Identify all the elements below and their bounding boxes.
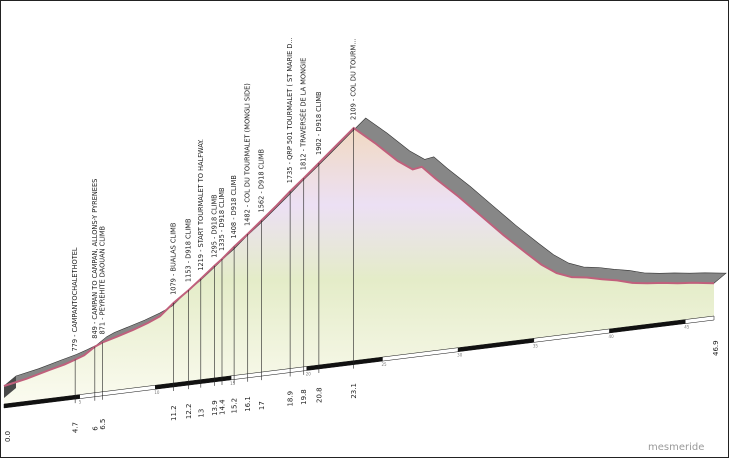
end-distance: 46.9 — [712, 340, 720, 356]
waypoint-distance: 15.2 — [231, 398, 239, 414]
waypoint-label: 871 - PEYREHITE DAOUAN CLIMB — [98, 225, 106, 334]
distance-strip-layer: 5 10 15 20 25 30 35 40 45 — [3, 315, 715, 409]
waypoint-label: 1408 - D918 CLIMB — [230, 175, 238, 239]
km-tick-label: 5 — [79, 400, 82, 405]
km-tick-label: 20 — [306, 371, 312, 376]
start-distance: 0.0 — [4, 431, 12, 442]
km-tick-label: 10 — [154, 390, 160, 395]
waypoint-label: 1079 - BUALAS CLIMB — [170, 222, 178, 295]
waypoint-label: 1902 - D918 CLIMB — [315, 91, 323, 155]
distance-strip-segment — [684, 315, 715, 324]
waypoint-layer: 779 - CAMPANTOCHALETHOTEL 4.7 849 - CAMPAN… — [4, 37, 720, 442]
km-tick-label: 25 — [381, 362, 387, 367]
waypoint-distance: 23.1 — [350, 383, 358, 399]
profile-area — [4, 128, 714, 404]
waypoint-distance: 13.9 — [211, 400, 219, 416]
km-tick-label: 40 — [609, 334, 615, 339]
waypoint-label: 1219 - START TOURMALET TO HALFWAY. — [197, 139, 205, 271]
waypoint-label: 779 - CAMPANTOCHALETHOTEL — [71, 247, 79, 351]
waypoint-distance: 19.8 — [300, 389, 308, 405]
waypoint-distance: 17 — [258, 401, 266, 410]
km-tick-label: 15 — [230, 381, 236, 386]
waypoint-label: 2109 - COL DU TOURM... — [350, 38, 358, 120]
waypoint-distance: 4.7 — [72, 422, 80, 433]
waypoint-distance: 20.8 — [315, 387, 323, 403]
km-tick-label: 30 — [457, 353, 463, 358]
waypoint-distance: 16.1 — [244, 396, 252, 412]
watermark: mesmeride — [648, 442, 704, 453]
waypoint-label: 1482 - COL DU TOURMALET (MONGLI SIDE) — [244, 83, 252, 226]
waypoint-distance: 14.4 — [218, 399, 226, 415]
waypoint-label: 1812 - TRAVERSÉE DE LA MONGIE — [299, 58, 308, 170]
profile-fill-layer — [4, 128, 714, 404]
waypoint-label: 1562 - D918 CLIMB — [257, 148, 265, 212]
road-side-face — [4, 376, 16, 398]
waypoint-distance: 13 — [197, 409, 205, 418]
waypoint-distance: 6 — [91, 426, 99, 431]
waypoint-distance: 6.5 — [99, 419, 107, 430]
km-tick-label: 35 — [533, 343, 539, 348]
waypoint-label: 1735 - QRP 501 TOURMALET ( ST MARIE D... — [286, 37, 294, 183]
waypoint-distance: 12.2 — [185, 404, 193, 420]
km-tick-label: 45 — [684, 325, 690, 330]
waypoint-label: 849 - CAMPAN TO CAMPAN, ALLONS-Y PYRENEE… — [91, 179, 99, 339]
waypoint-label: 1153 - D918 CLIMB — [185, 218, 193, 282]
waypoint-label: 1335 - D918 CLIMB — [218, 187, 226, 251]
waypoint-distance: 11.2 — [170, 405, 178, 421]
waypoint-label: 1295 - D918 CLIMB — [210, 194, 218, 258]
waypoint-distance: 18.9 — [287, 391, 295, 407]
